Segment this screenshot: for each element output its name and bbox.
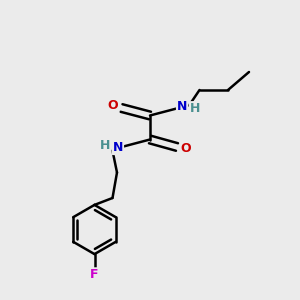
Text: N: N xyxy=(113,141,123,154)
Text: F: F xyxy=(90,268,99,281)
Text: H: H xyxy=(190,102,200,115)
Text: H: H xyxy=(100,139,110,152)
Text: O: O xyxy=(181,142,191,155)
Text: N: N xyxy=(177,100,187,113)
Text: O: O xyxy=(108,99,118,112)
